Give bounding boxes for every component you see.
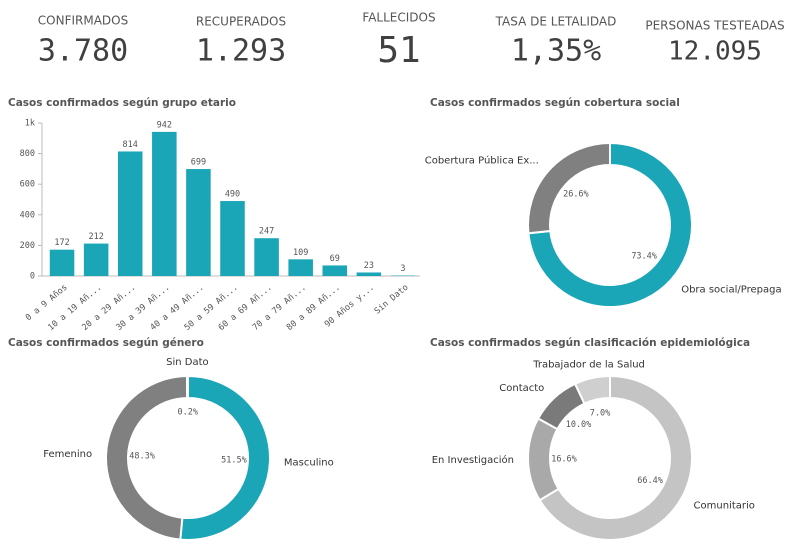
value-label: 109 bbox=[293, 248, 308, 258]
slice-category-label: Femenino bbox=[43, 449, 92, 460]
bar bbox=[356, 272, 382, 276]
bar bbox=[186, 169, 211, 276]
kpi-label: FALLECIDOS bbox=[362, 11, 435, 25]
donut-slice bbox=[527, 141, 693, 308]
value-label: 699 bbox=[191, 158, 206, 168]
donut-slice bbox=[179, 374, 271, 541]
value-label: 942 bbox=[157, 120, 172, 130]
kpi-value: 51 bbox=[377, 30, 420, 71]
bar bbox=[254, 238, 279, 276]
slice-value-label: 7.0% bbox=[590, 409, 610, 419]
bar bbox=[288, 259, 313, 276]
bar bbox=[322, 265, 348, 276]
kpi-label: PERSONAS TESTEADAS bbox=[645, 19, 784, 33]
value-label: 247 bbox=[259, 227, 274, 237]
chart-title: Casos confirmados según género bbox=[8, 337, 204, 349]
chart-title: Casos confirmados según cobertura social bbox=[430, 97, 680, 109]
kpi-label: RECUPERADOS bbox=[196, 15, 286, 29]
value-label: 69 bbox=[330, 254, 340, 264]
kpi-value: 1,35% bbox=[511, 34, 601, 69]
bar bbox=[49, 249, 75, 276]
bar bbox=[220, 201, 245, 276]
value-label: 814 bbox=[123, 140, 138, 150]
kpi-value: 1.293 bbox=[196, 34, 286, 69]
slice-value-label: 16.6% bbox=[551, 454, 577, 464]
kpi-value: 3.780 bbox=[38, 34, 128, 69]
slice-category-label: En Investigación bbox=[432, 454, 514, 466]
bar bbox=[83, 243, 109, 276]
slice-category-label: Masculino bbox=[284, 458, 334, 469]
value-label: 172 bbox=[54, 238, 69, 248]
slice-value-label: 48.3% bbox=[129, 452, 155, 462]
y-tick-label: 0 bbox=[30, 272, 35, 282]
slice-category-label: Sin Dato bbox=[166, 357, 209, 368]
slice-value-label: 73.4% bbox=[631, 251, 657, 261]
slice-value-label: 10.0% bbox=[566, 420, 592, 430]
donut-slice bbox=[527, 141, 611, 235]
value-label: 490 bbox=[225, 190, 240, 200]
y-tick-label: 800 bbox=[20, 149, 35, 159]
slice-value-label: 51.5% bbox=[221, 456, 247, 466]
y-tick-label: 600 bbox=[20, 180, 35, 190]
slice-category-label: Cobertura Pública Ex... bbox=[425, 155, 539, 167]
slice-value-label: 26.6% bbox=[563, 190, 589, 200]
slice-category-label: Comunitario bbox=[694, 500, 755, 511]
kpi-value: 12.095 bbox=[668, 37, 762, 67]
kpi-label: TASA DE LETALIDAD bbox=[495, 15, 617, 29]
y-tick-label: 1k bbox=[25, 119, 35, 129]
slice-value-label: 0.2% bbox=[177, 408, 197, 418]
y-tick-label: 200 bbox=[20, 241, 35, 251]
y-tick-label: 400 bbox=[20, 210, 35, 220]
donut-slice bbox=[185, 374, 189, 400]
bar bbox=[152, 131, 177, 276]
bar bbox=[117, 151, 143, 276]
donut-slice bbox=[573, 374, 611, 406]
chart-title: Casos confirmados según clasificación ep… bbox=[430, 337, 750, 349]
value-label: 23 bbox=[364, 261, 374, 271]
kpi-label: CONFIRMADOS bbox=[38, 14, 128, 28]
x-tick-label: Sin Dato bbox=[373, 283, 411, 317]
slice-value-label: 66.4% bbox=[637, 476, 663, 486]
slice-category-label: Contacto bbox=[499, 383, 544, 394]
value-label: 3 bbox=[400, 264, 405, 274]
slice-category-label: Obra social/Prepaga bbox=[681, 284, 781, 295]
chart-title: Casos confirmados según grupo etario bbox=[8, 97, 236, 109]
donut-slice bbox=[538, 374, 693, 541]
slice-category-label: Trabajador de la Salud bbox=[532, 359, 645, 370]
value-label: 212 bbox=[88, 232, 103, 242]
